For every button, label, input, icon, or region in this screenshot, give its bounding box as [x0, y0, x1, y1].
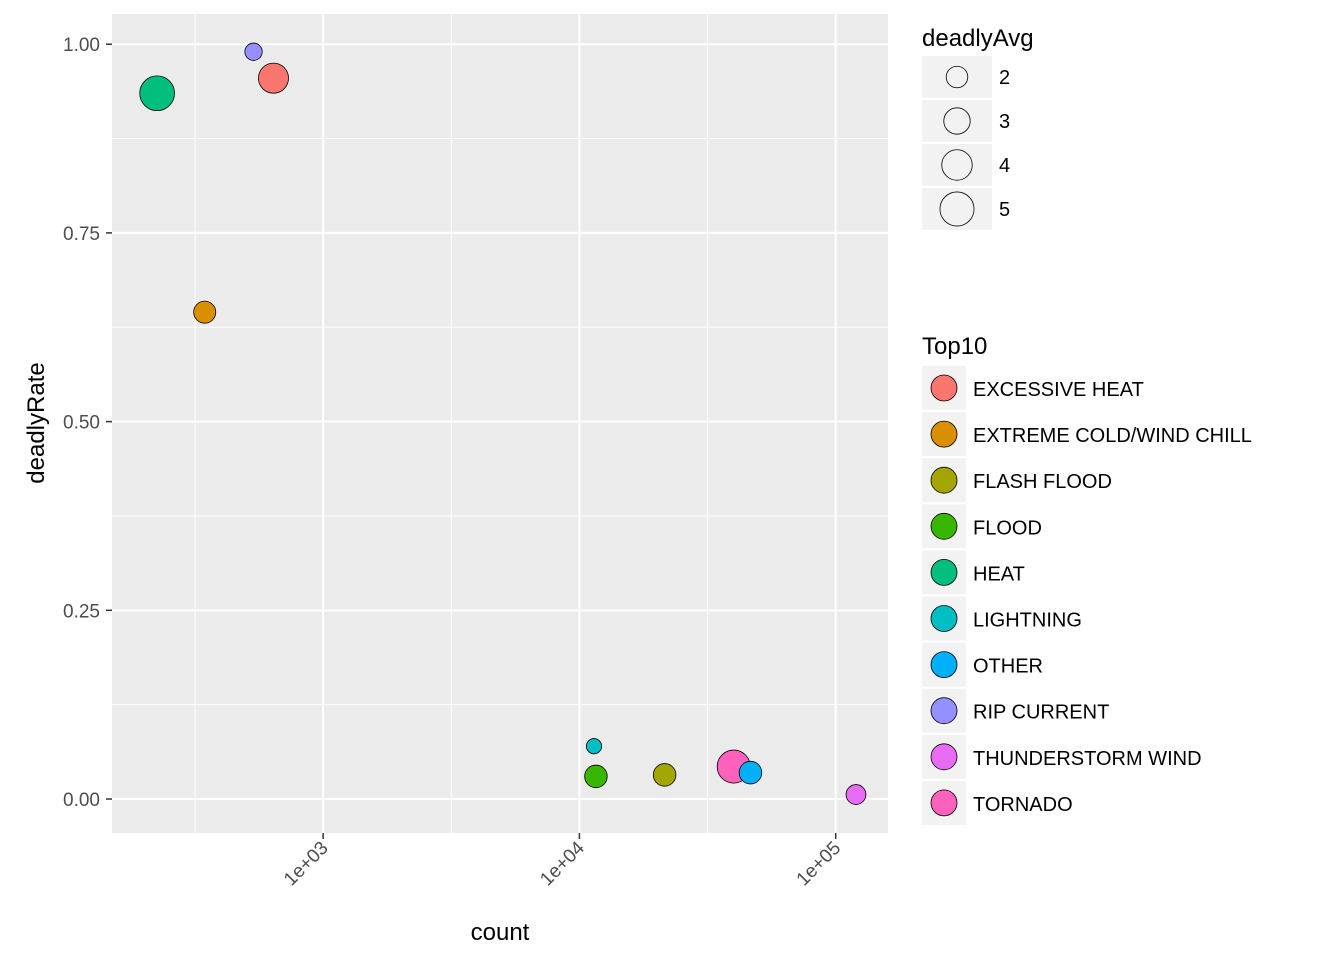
data-point: [652, 763, 677, 787]
fill-legend-swatch: [930, 512, 958, 540]
size-legend: deadlyAvg 2 3 4 5: [922, 25, 1034, 230]
y-tick-label: 0.75: [63, 224, 100, 245]
y-tick-label: 0.25: [63, 601, 100, 622]
data-point: [258, 62, 289, 94]
size-legend-symbol: [939, 191, 975, 227]
fill-legend-swatch: [930, 789, 958, 817]
fill-legend-label: EXCESSIVE HEAT: [973, 379, 1144, 401]
data-point: [193, 300, 217, 324]
fill-legend-swatch: [930, 605, 958, 632]
y-tick-label: 1.00: [63, 35, 100, 56]
grid-lines: [112, 14, 888, 833]
y-tick-label: 0.00: [63, 790, 100, 811]
fill-legend-swatch: [930, 420, 958, 448]
fill-legend-swatch: [930, 559, 958, 586]
size-legend-label: 5: [999, 199, 1010, 221]
data-point: [585, 738, 603, 755]
y-tick-label: 0.50: [63, 413, 100, 434]
plot-panel: [112, 14, 888, 833]
size-legend-label: 3: [999, 111, 1010, 133]
size-legend-title: deadlyAvg: [922, 25, 1034, 52]
fill-legend-label: HEAT: [973, 563, 1025, 585]
fill-legend-swatch: [930, 466, 958, 494]
size-legend-symbol: [945, 65, 969, 89]
fill-legend-swatch: [930, 374, 958, 402]
data-point: [139, 75, 175, 112]
fill-legend-label: EXTREME COLD/WIND CHILL: [973, 425, 1252, 447]
fill-legend-label: FLASH FLOOD: [973, 471, 1112, 493]
fill-legend-title: Top10: [922, 333, 987, 360]
fill-legend-label: TORNADO: [973, 794, 1073, 816]
size-legend-symbol: [943, 107, 971, 135]
size-legend-label: 4: [999, 155, 1010, 177]
x-tick-label: 1e+04: [536, 837, 589, 890]
fill-legend: Top10 EXCESSIVE HEAT EXTREME COLD/WIND CH…: [922, 333, 1252, 825]
x-tick-label: 1e+05: [793, 838, 846, 891]
x-tick-label: 1e+03: [280, 838, 333, 891]
fill-legend-label: RIP CURRENT: [973, 702, 1109, 724]
fill-legend-swatch: [930, 651, 958, 678]
fill-legend-label: FLOOD: [973, 517, 1042, 539]
data-point: [584, 764, 608, 789]
size-legend-symbol: [941, 149, 973, 181]
fill-legend-label: THUNDERSTORM WIND: [973, 748, 1202, 770]
data-point: [244, 42, 263, 61]
data-points: [139, 42, 867, 805]
data-point: [738, 760, 763, 785]
x-axis-title: count: [471, 919, 530, 946]
size-legend-label: 2: [999, 67, 1010, 89]
fill-legend-swatch: [930, 743, 958, 771]
fill-legend-swatch: [930, 697, 958, 725]
fill-legend-label: OTHER: [973, 656, 1043, 678]
y-axis-title: deadlyRate: [23, 362, 50, 483]
fill-legend-label: LIGHTNING: [973, 610, 1082, 632]
data-point: [845, 784, 867, 805]
